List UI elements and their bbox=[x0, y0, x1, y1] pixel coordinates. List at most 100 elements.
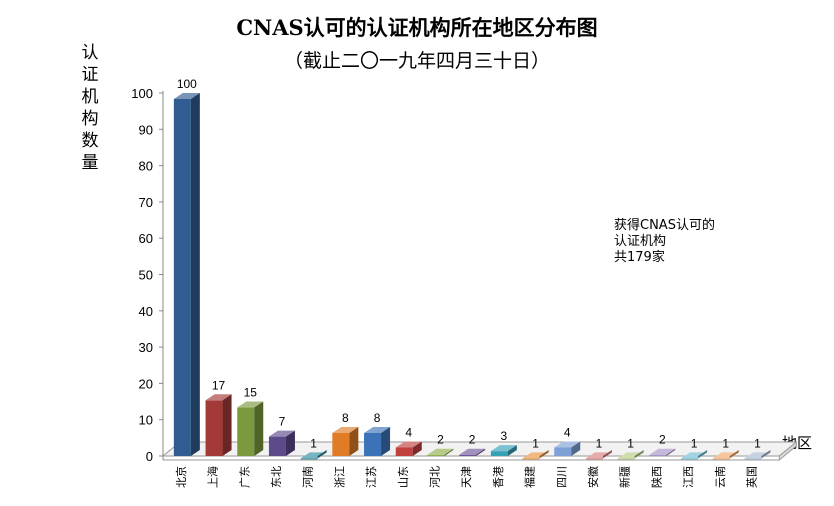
y-tick-label: 10 bbox=[139, 413, 153, 428]
bar-top bbox=[268, 430, 295, 437]
bar-top bbox=[395, 441, 422, 448]
bar-side bbox=[285, 430, 295, 456]
x-tick-label: 东北 bbox=[270, 466, 283, 488]
data-label: 100 bbox=[177, 77, 197, 91]
y-tick-label: 40 bbox=[139, 304, 153, 319]
x-tick-label: 北京 bbox=[174, 466, 188, 488]
data-label: 1 bbox=[532, 436, 539, 450]
y-tick-label: 60 bbox=[139, 231, 153, 246]
bar bbox=[681, 458, 699, 460]
bar-side bbox=[507, 445, 517, 456]
data-label: 1 bbox=[627, 436, 634, 450]
bar bbox=[490, 451, 508, 456]
x-tick-label: 福建 bbox=[523, 466, 537, 488]
bar bbox=[649, 454, 667, 456]
data-label: 7 bbox=[279, 415, 286, 429]
bar-side bbox=[190, 93, 200, 456]
x-tick-label: 山东 bbox=[397, 466, 410, 488]
x-tick-label: 四川 bbox=[555, 466, 568, 488]
bar-side bbox=[571, 441, 581, 456]
annotation-line: 获得CNAS认可的 bbox=[614, 218, 715, 233]
data-label: 1 bbox=[691, 436, 698, 450]
bar-top bbox=[300, 452, 327, 459]
bar bbox=[268, 436, 286, 456]
bar-side bbox=[222, 394, 232, 456]
annotation-line: 共179家 bbox=[614, 250, 665, 265]
y-tick-label: 20 bbox=[139, 376, 153, 391]
x-tick-label: 云南 bbox=[714, 466, 727, 488]
y-tick-label: 90 bbox=[139, 122, 153, 137]
y-tick-label: 80 bbox=[139, 159, 153, 174]
bar-top bbox=[649, 448, 676, 455]
data-label: 2 bbox=[469, 433, 476, 447]
x-tick-label: 新疆 bbox=[618, 466, 632, 488]
bar bbox=[522, 458, 540, 460]
bar bbox=[744, 458, 762, 460]
bar-top bbox=[490, 445, 517, 452]
data-label: 2 bbox=[659, 433, 666, 447]
x-tick-label: 天津 bbox=[460, 466, 473, 488]
bar-side bbox=[349, 426, 359, 456]
data-label: 4 bbox=[405, 425, 412, 439]
y-tick-label: 70 bbox=[139, 195, 153, 210]
y-axis-label: 认证机构数量 bbox=[81, 43, 99, 173]
bar bbox=[332, 432, 350, 456]
bar bbox=[173, 99, 191, 456]
bar-top bbox=[205, 394, 232, 401]
bar-side bbox=[381, 426, 391, 456]
x-tick-label: 河北 bbox=[428, 466, 441, 488]
annotation-line: 认证机构 bbox=[614, 234, 667, 249]
data-label: 17 bbox=[212, 378, 226, 392]
x-tick-label: 陕西 bbox=[649, 466, 663, 488]
x-tick-label: 安徽 bbox=[586, 466, 600, 488]
bar bbox=[554, 447, 572, 456]
bar bbox=[395, 447, 413, 456]
bar bbox=[617, 458, 635, 460]
data-label: 4 bbox=[564, 425, 571, 439]
bar-top bbox=[237, 401, 264, 408]
data-label: 15 bbox=[244, 386, 258, 400]
data-label: 2 bbox=[437, 433, 444, 447]
data-label: 8 bbox=[374, 411, 381, 425]
bar-top bbox=[364, 426, 391, 433]
bar-top bbox=[459, 448, 486, 455]
chart-title: CNAS认可的认证机构所在地区分布图 bbox=[236, 15, 598, 40]
bar-side bbox=[634, 450, 644, 459]
chart-floor-edge bbox=[778, 440, 797, 462]
bar-side bbox=[476, 448, 486, 456]
data-label: 1 bbox=[754, 436, 761, 450]
bar-side bbox=[317, 450, 327, 459]
data-label: 1 bbox=[310, 436, 317, 450]
bar bbox=[300, 458, 318, 460]
y-tick-label: 50 bbox=[139, 268, 153, 283]
bar-side bbox=[698, 450, 708, 459]
y-tick-label: 30 bbox=[139, 340, 153, 355]
bar-top bbox=[617, 452, 644, 459]
bar bbox=[237, 407, 255, 456]
x-tick-label: 上海 bbox=[206, 466, 220, 488]
bar bbox=[712, 458, 730, 460]
chart-subtitle: （截止二〇一九年四月三十日） bbox=[283, 50, 550, 72]
bar bbox=[585, 458, 603, 460]
data-label: 1 bbox=[722, 436, 729, 450]
bar-top bbox=[522, 452, 549, 459]
x-tick-label: 江西 bbox=[682, 466, 695, 488]
x-tick-label: 浙江 bbox=[333, 466, 346, 488]
y-tick-label: 0 bbox=[146, 449, 153, 464]
bar bbox=[427, 454, 445, 456]
bar-side bbox=[729, 450, 739, 459]
bar-side bbox=[602, 450, 612, 459]
x-tick-label: 江苏 bbox=[365, 466, 378, 488]
x-tick-label: 广东 bbox=[238, 466, 251, 488]
bar-top bbox=[712, 452, 739, 459]
bar-top bbox=[332, 426, 359, 433]
bar-side bbox=[412, 441, 422, 456]
bar-top bbox=[681, 452, 708, 459]
bar-top bbox=[173, 93, 200, 99]
bar-top bbox=[585, 452, 612, 459]
bar-top bbox=[427, 448, 454, 455]
bar bbox=[205, 400, 223, 456]
bar-side bbox=[254, 401, 264, 456]
data-label: 8 bbox=[342, 411, 349, 425]
